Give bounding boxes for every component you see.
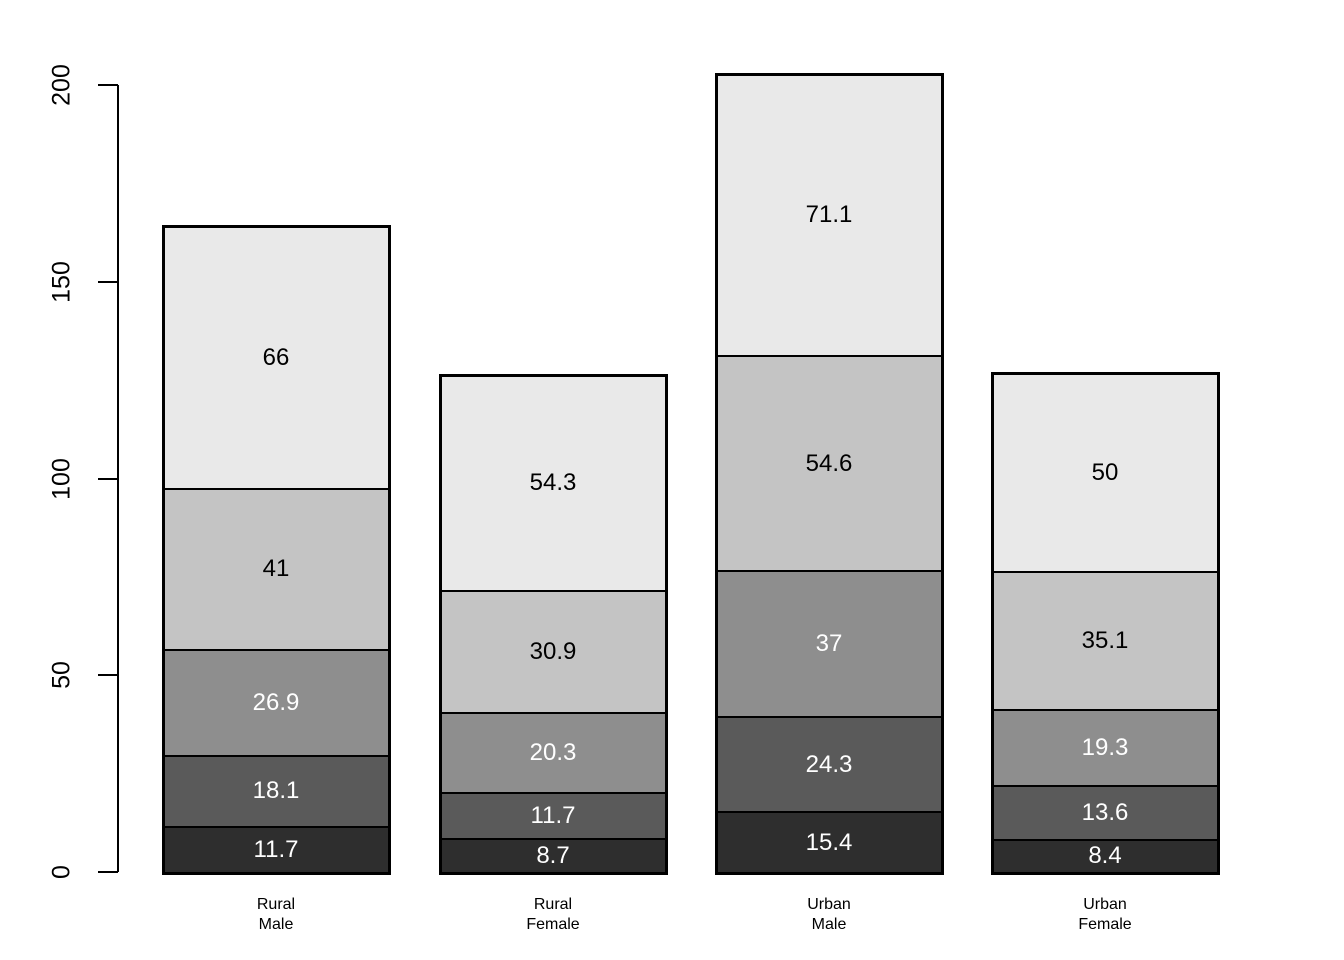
y-axis-line <box>117 85 119 872</box>
y-axis-tick-label: 100 <box>47 457 76 500</box>
y-axis-tick-label: 200 <box>47 64 76 106</box>
bar-segment: 19.3 <box>993 709 1217 786</box>
bar-rural-male: 11.7 18.1 26.9 41 66 <box>161 224 391 875</box>
bar-segment: 24.3 <box>717 715 941 812</box>
segment-value-label: 41 <box>262 555 290 583</box>
bar-segment: 8.7 <box>441 837 665 872</box>
segment-value-label: 8.7 <box>536 841 570 869</box>
bar-segment: 11.7 <box>164 825 388 872</box>
bar-segment: 8.4 <box>993 838 1217 872</box>
x-axis-label-line: Rural <box>533 896 573 913</box>
y-axis-tick-label: 50 <box>47 661 76 690</box>
bar-segment: 54.3 <box>441 376 665 591</box>
segment-value-label: 54.6 <box>805 449 853 477</box>
bar-segment: 15.4 <box>717 811 941 872</box>
segment-value-label: 37 <box>815 629 843 657</box>
x-axis-label-line: Male <box>258 916 294 933</box>
bar-segment: 13.6 <box>993 785 1217 839</box>
x-axis-label-urban-male: Urban Male <box>719 895 939 935</box>
x-axis-label-line: Male <box>811 916 847 933</box>
segment-value-label: 71.1 <box>805 201 853 229</box>
y-axis-tick-mark <box>98 477 118 480</box>
x-axis-label-rural-male: Rural Male <box>166 895 386 935</box>
y-axis-tick-label: 0 <box>47 865 76 879</box>
bar-rural-female: 8.7 11.7 20.3 30.9 54.3 <box>438 373 668 875</box>
segment-value-label: 26.9 <box>252 688 300 716</box>
x-axis-label-rural-female: Rural Female <box>443 895 663 935</box>
bar-segment: 66 <box>164 227 388 488</box>
bar-urban-female: 8.4 13.6 19.3 35.1 50 <box>990 371 1220 875</box>
bar-segment: 35.1 <box>993 571 1217 710</box>
bar-segment: 41 <box>164 487 388 649</box>
y-axis-tick-mark <box>98 674 118 677</box>
bar-segment: 37 <box>717 570 941 716</box>
x-axis-label-line: Female <box>1078 916 1132 933</box>
segment-value-label: 66 <box>262 343 290 371</box>
y-axis-tick-mark <box>98 280 118 283</box>
bar-segment: 20.3 <box>441 711 665 792</box>
bar-segment: 71.1 <box>717 75 941 356</box>
segment-value-label: 54.3 <box>529 469 577 497</box>
bar-urban-male: 15.4 24.3 37 54.6 71.1 <box>714 72 944 875</box>
y-axis-tick-mark <box>98 84 118 86</box>
segment-value-label: 15.4 <box>805 828 853 856</box>
segment-value-label: 24.3 <box>805 750 853 778</box>
segment-value-label: 19.3 <box>1081 734 1129 762</box>
segment-value-label: 11.7 <box>253 835 299 863</box>
x-axis-label-urban-female: Urban Female <box>995 895 1215 935</box>
segment-value-label: 18.1 <box>252 777 300 805</box>
x-axis-label-line: Rural <box>256 896 296 913</box>
segment-value-label: 35.1 <box>1081 627 1129 655</box>
x-axis-label-line: Urban <box>807 896 851 913</box>
y-axis-tick-label: 150 <box>47 260 76 303</box>
bar-segment: 30.9 <box>441 590 665 712</box>
bar-segment: 11.7 <box>441 791 665 838</box>
segment-value-label: 11.7 <box>530 801 576 829</box>
y-axis-tick-mark <box>98 871 118 873</box>
segment-value-label: 13.6 <box>1081 799 1129 827</box>
x-axis-label-line: Urban <box>1083 896 1127 913</box>
segment-value-label: 50 <box>1091 459 1119 486</box>
bar-segment: 50 <box>993 374 1217 572</box>
bar-segment: 26.9 <box>164 648 388 755</box>
segment-value-label: 8.4 <box>1088 842 1122 870</box>
bar-segment: 18.1 <box>164 754 388 826</box>
segment-value-label: 20.3 <box>529 738 577 766</box>
segment-value-label: 30.9 <box>529 638 577 666</box>
x-axis-label-line: Female <box>526 916 580 933</box>
bar-segment: 54.6 <box>717 355 941 571</box>
